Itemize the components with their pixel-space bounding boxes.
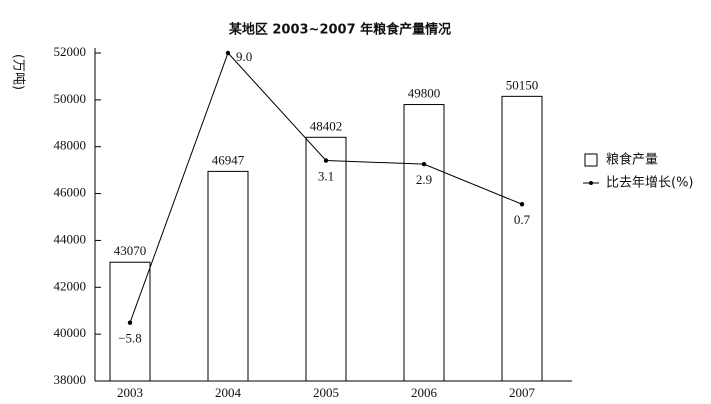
line-value-label: 9.0 <box>236 49 252 64</box>
bar-value-label: 48402 <box>310 118 343 133</box>
chart-title: 某地区 2003~2007 年粮食产量情况 <box>228 22 451 38</box>
y-tick-label: 52000 <box>54 44 87 59</box>
bar <box>501 95 543 382</box>
bar-value-label: 46947 <box>212 152 245 167</box>
x-tick-label: 2007 <box>509 385 536 400</box>
bar-value-label: 43070 <box>114 243 147 258</box>
legend-label: 粮食产量 <box>606 152 658 168</box>
y-tick-label: 48000 <box>54 138 87 153</box>
line-point <box>323 158 329 163</box>
line-point <box>225 50 231 56</box>
x-tick-label: 2005 <box>313 385 339 400</box>
line-value-label: −5.8 <box>118 331 142 346</box>
line-value-label: 2.9 <box>416 172 432 187</box>
x-tick-label: 2004 <box>215 385 242 400</box>
line-value-label: 3.1 <box>318 168 334 183</box>
line-point <box>421 161 427 167</box>
x-tick-label: 2003 <box>117 385 143 400</box>
y-tick-label: 44000 <box>54 231 87 246</box>
y-tick-label: 38000 <box>54 372 87 387</box>
bar-value-label: 49800 <box>408 86 441 101</box>
legend-swatch <box>584 153 598 167</box>
x-tick-label: 2006 <box>411 385 438 400</box>
line-value-label: 0.7 <box>514 212 531 227</box>
bar-value-label: 50150 <box>506 77 539 92</box>
bar <box>403 104 445 382</box>
y-tick-label: 42000 <box>54 278 87 293</box>
legend-label: 比去年增长(%) <box>606 176 694 191</box>
line-point <box>519 202 525 207</box>
line-point <box>127 320 133 325</box>
y-tick-label: 46000 <box>54 185 87 200</box>
bar <box>207 170 249 382</box>
y-axis-label: (万吨) <box>11 54 26 90</box>
y-tick-label: 40000 <box>54 325 87 340</box>
bar <box>305 136 347 382</box>
legend-dot <box>589 181 593 185</box>
y-tick-label: 50000 <box>54 91 87 106</box>
